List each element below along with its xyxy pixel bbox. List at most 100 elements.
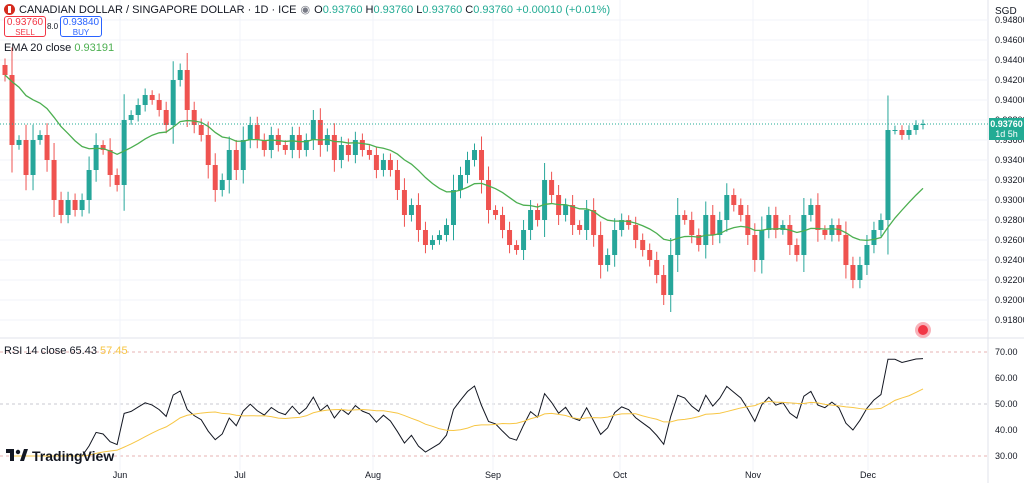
candle-body: [787, 225, 793, 245]
candle-body: [380, 160, 386, 170]
candle-body: [542, 180, 548, 220]
candle-body: [121, 120, 127, 185]
candle-body: [65, 200, 71, 215]
candle-body: [37, 135, 43, 140]
rsi-tick-label: 40.00: [995, 425, 1018, 435]
symbol-title[interactable]: CANADIAN DOLLAR / SINGAPORE DOLLAR · 1D …: [19, 3, 297, 16]
candle-body: [254, 125, 260, 140]
candle-body: [156, 100, 162, 110]
candle-body: [493, 210, 499, 215]
candle-body: [717, 220, 723, 235]
candle-body: [450, 190, 456, 225]
candle-body: [843, 235, 849, 265]
candle-body: [654, 260, 660, 275]
candle-body: [794, 245, 800, 255]
rsi-tick-label: 70.00: [995, 347, 1018, 357]
rsi-line: [12, 358, 924, 457]
candle-body: [633, 225, 639, 240]
candle-body: [906, 130, 912, 135]
candle-body: [570, 205, 576, 225]
candle-body: [296, 135, 302, 150]
candle-body: [549, 180, 555, 195]
candle-body: [815, 205, 821, 230]
candle-body: [408, 205, 414, 215]
candle-body: [338, 145, 344, 160]
candle-body: [808, 205, 814, 215]
candle-body: [149, 95, 155, 100]
rsi-ma-line: [12, 388, 924, 457]
candle-body: [829, 225, 835, 235]
candle-body: [661, 275, 667, 295]
candle-body: [86, 170, 92, 200]
candle-body: [51, 160, 57, 200]
candle-body: [429, 240, 435, 245]
candle-body: [72, 200, 78, 210]
candle-body: [682, 215, 688, 220]
candle-body: [612, 230, 618, 255]
candle-body: [752, 235, 758, 260]
candle-body: [668, 255, 674, 295]
buy-button[interactable]: 0.93840 BUY: [60, 16, 102, 37]
candle-body: [472, 150, 478, 160]
candle-body: [233, 150, 239, 170]
candle-body: [822, 230, 828, 235]
chart-header: CANADIAN DOLLAR / SINGAPORE DOLLAR · 1D …: [4, 3, 610, 16]
candle-body: [591, 210, 597, 235]
candle-body: [310, 120, 316, 140]
sell-button[interactable]: 0.93760 SELL: [4, 16, 46, 37]
candle-body: [773, 215, 779, 230]
candle-body: [521, 230, 527, 250]
candle-body: [23, 140, 29, 175]
candle-body: [647, 250, 653, 260]
alert-icon[interactable]: [915, 322, 931, 338]
candle-body: [885, 130, 891, 220]
candle-body: [219, 180, 225, 190]
candle-body: [282, 145, 288, 150]
time-tick-label: Jun: [113, 470, 128, 480]
rsi-tick-label: 30.00: [995, 451, 1018, 461]
candle-body: [44, 135, 50, 160]
eye-icon[interactable]: ◉: [300, 4, 311, 16]
candle-body: [422, 230, 428, 245]
candle-body: [878, 220, 884, 230]
candle-body: [465, 160, 471, 175]
candle-body: [9, 75, 15, 145]
rsi-tick-label: 60.00: [995, 373, 1018, 383]
currency-label: SGD: [995, 6, 1017, 17]
candle-body: [745, 215, 751, 235]
candle-body: [142, 95, 148, 105]
candle-body: [401, 190, 407, 215]
candle-body: [696, 235, 702, 245]
candle-body: [486, 180, 492, 210]
tradingview-logo-icon: [6, 449, 28, 461]
candle-body: [892, 130, 898, 131]
candle-body: [387, 160, 393, 170]
candle-body: [479, 150, 485, 180]
candle-body: [128, 115, 134, 120]
ema-legend[interactable]: EMA 20 close 0.93191: [4, 42, 115, 54]
candle-body: [177, 70, 183, 80]
candle-body: [500, 215, 506, 230]
candle-body: [584, 210, 590, 230]
canada-flag-icon: [4, 4, 15, 15]
candle-body: [766, 215, 772, 230]
candle-body: [626, 220, 632, 225]
candle-body: [759, 230, 765, 260]
rsi-legend[interactable]: RSI 14 close 65.43 57.45: [4, 345, 128, 357]
candle-body: [16, 140, 22, 145]
candle-body: [303, 140, 309, 150]
candle-body: [577, 225, 583, 230]
candle-body: [507, 230, 513, 245]
candle-body: [345, 145, 351, 155]
